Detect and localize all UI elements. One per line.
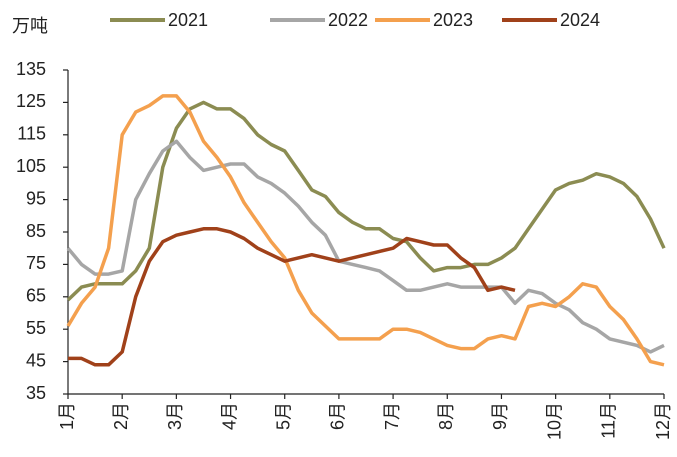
y-tick-label: 95 [26,188,46,208]
x-tick-label: 8月 [436,402,456,430]
y-tick-label: 135 [16,59,46,79]
y-tick-label: 75 [26,253,46,273]
line-series [68,227,516,367]
y-tick-label: 55 [26,318,46,338]
x-tick-label: 9月 [490,402,510,430]
legend-label: 2021 [168,10,208,30]
line-series [66,100,666,302]
x-tick-label: 12月 [653,402,673,440]
legend-label: 2023 [433,10,473,30]
y-unit: 万吨 [12,16,48,36]
x-tick-label: 10月 [544,402,564,440]
x-tick-label: 7月 [382,402,402,430]
y-tick-label: 35 [26,383,46,403]
y-tick-label: 105 [16,156,46,176]
x-tick-label: 2月 [111,402,131,430]
x-tick-label: 6月 [328,402,348,430]
y-tick-label: 115 [17,124,46,144]
y-tick-label: 45 [26,350,46,370]
y-tick-label: 125 [16,91,46,111]
x-tick-label: 5月 [273,402,293,430]
x-tick-label: 3月 [165,402,185,430]
y-tick-label: 85 [26,221,46,241]
line-series [66,139,665,354]
x-tick-label: 1月 [57,402,77,430]
y-tick-label: 65 [26,286,46,306]
x-tick-label: 11月 [599,402,619,439]
legend-label: 2024 [560,10,600,30]
x-tick-label: 4月 [219,402,239,430]
legend-label: 2022 [328,10,368,30]
line-series [66,94,665,367]
